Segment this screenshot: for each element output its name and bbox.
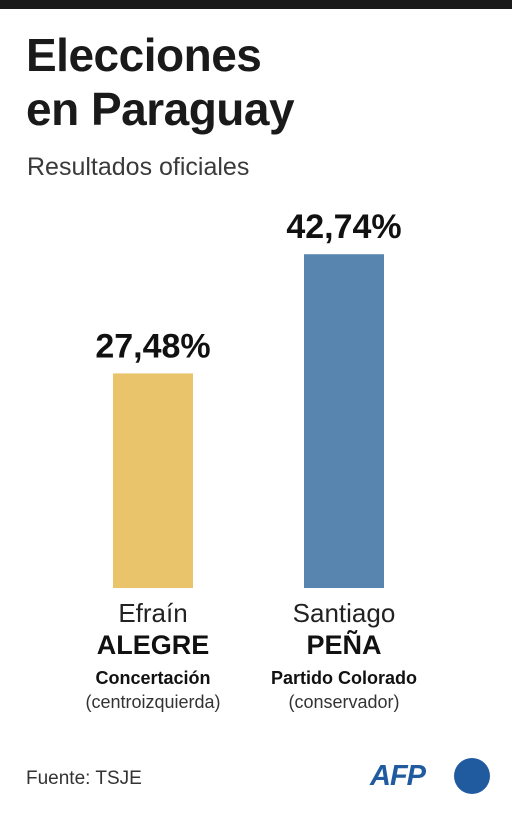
candidate-party: Partido Colorado [270,668,417,688]
candidate-first-name: Efraín [118,598,188,628]
afp-logo-text: AFP [370,760,426,792]
afp-logo: AFP [370,756,490,800]
candidate-last-name: PEÑA [306,630,382,660]
candidate-last-name: ALEGRE [96,630,210,660]
candidate-ideology: (centroizquierda) [85,692,221,712]
candidate-first-name: Santiago [292,598,396,628]
bar-value-label: 27,48% [95,327,210,365]
bar-pena [304,254,384,588]
chart-title: Elecciones en Paraguay [26,29,295,135]
chart-subtitle: Resultados oficiales [27,153,250,181]
bar-value-label: 42,74% [286,208,401,246]
top-rule [0,0,512,9]
afp-logo-dot [454,758,490,794]
bar-alegre [113,373,193,588]
candidate-label-alegre: Efraín ALEGRE Concertación (centroizquie… [53,597,253,714]
candidate-ideology: (conservador) [288,692,400,712]
candidate-party: Concertación [95,668,211,688]
source-note: Fuente: TSJE [26,768,142,789]
candidate-label-pena: Santiago PEÑA Partido Colorado (conserva… [244,597,444,714]
